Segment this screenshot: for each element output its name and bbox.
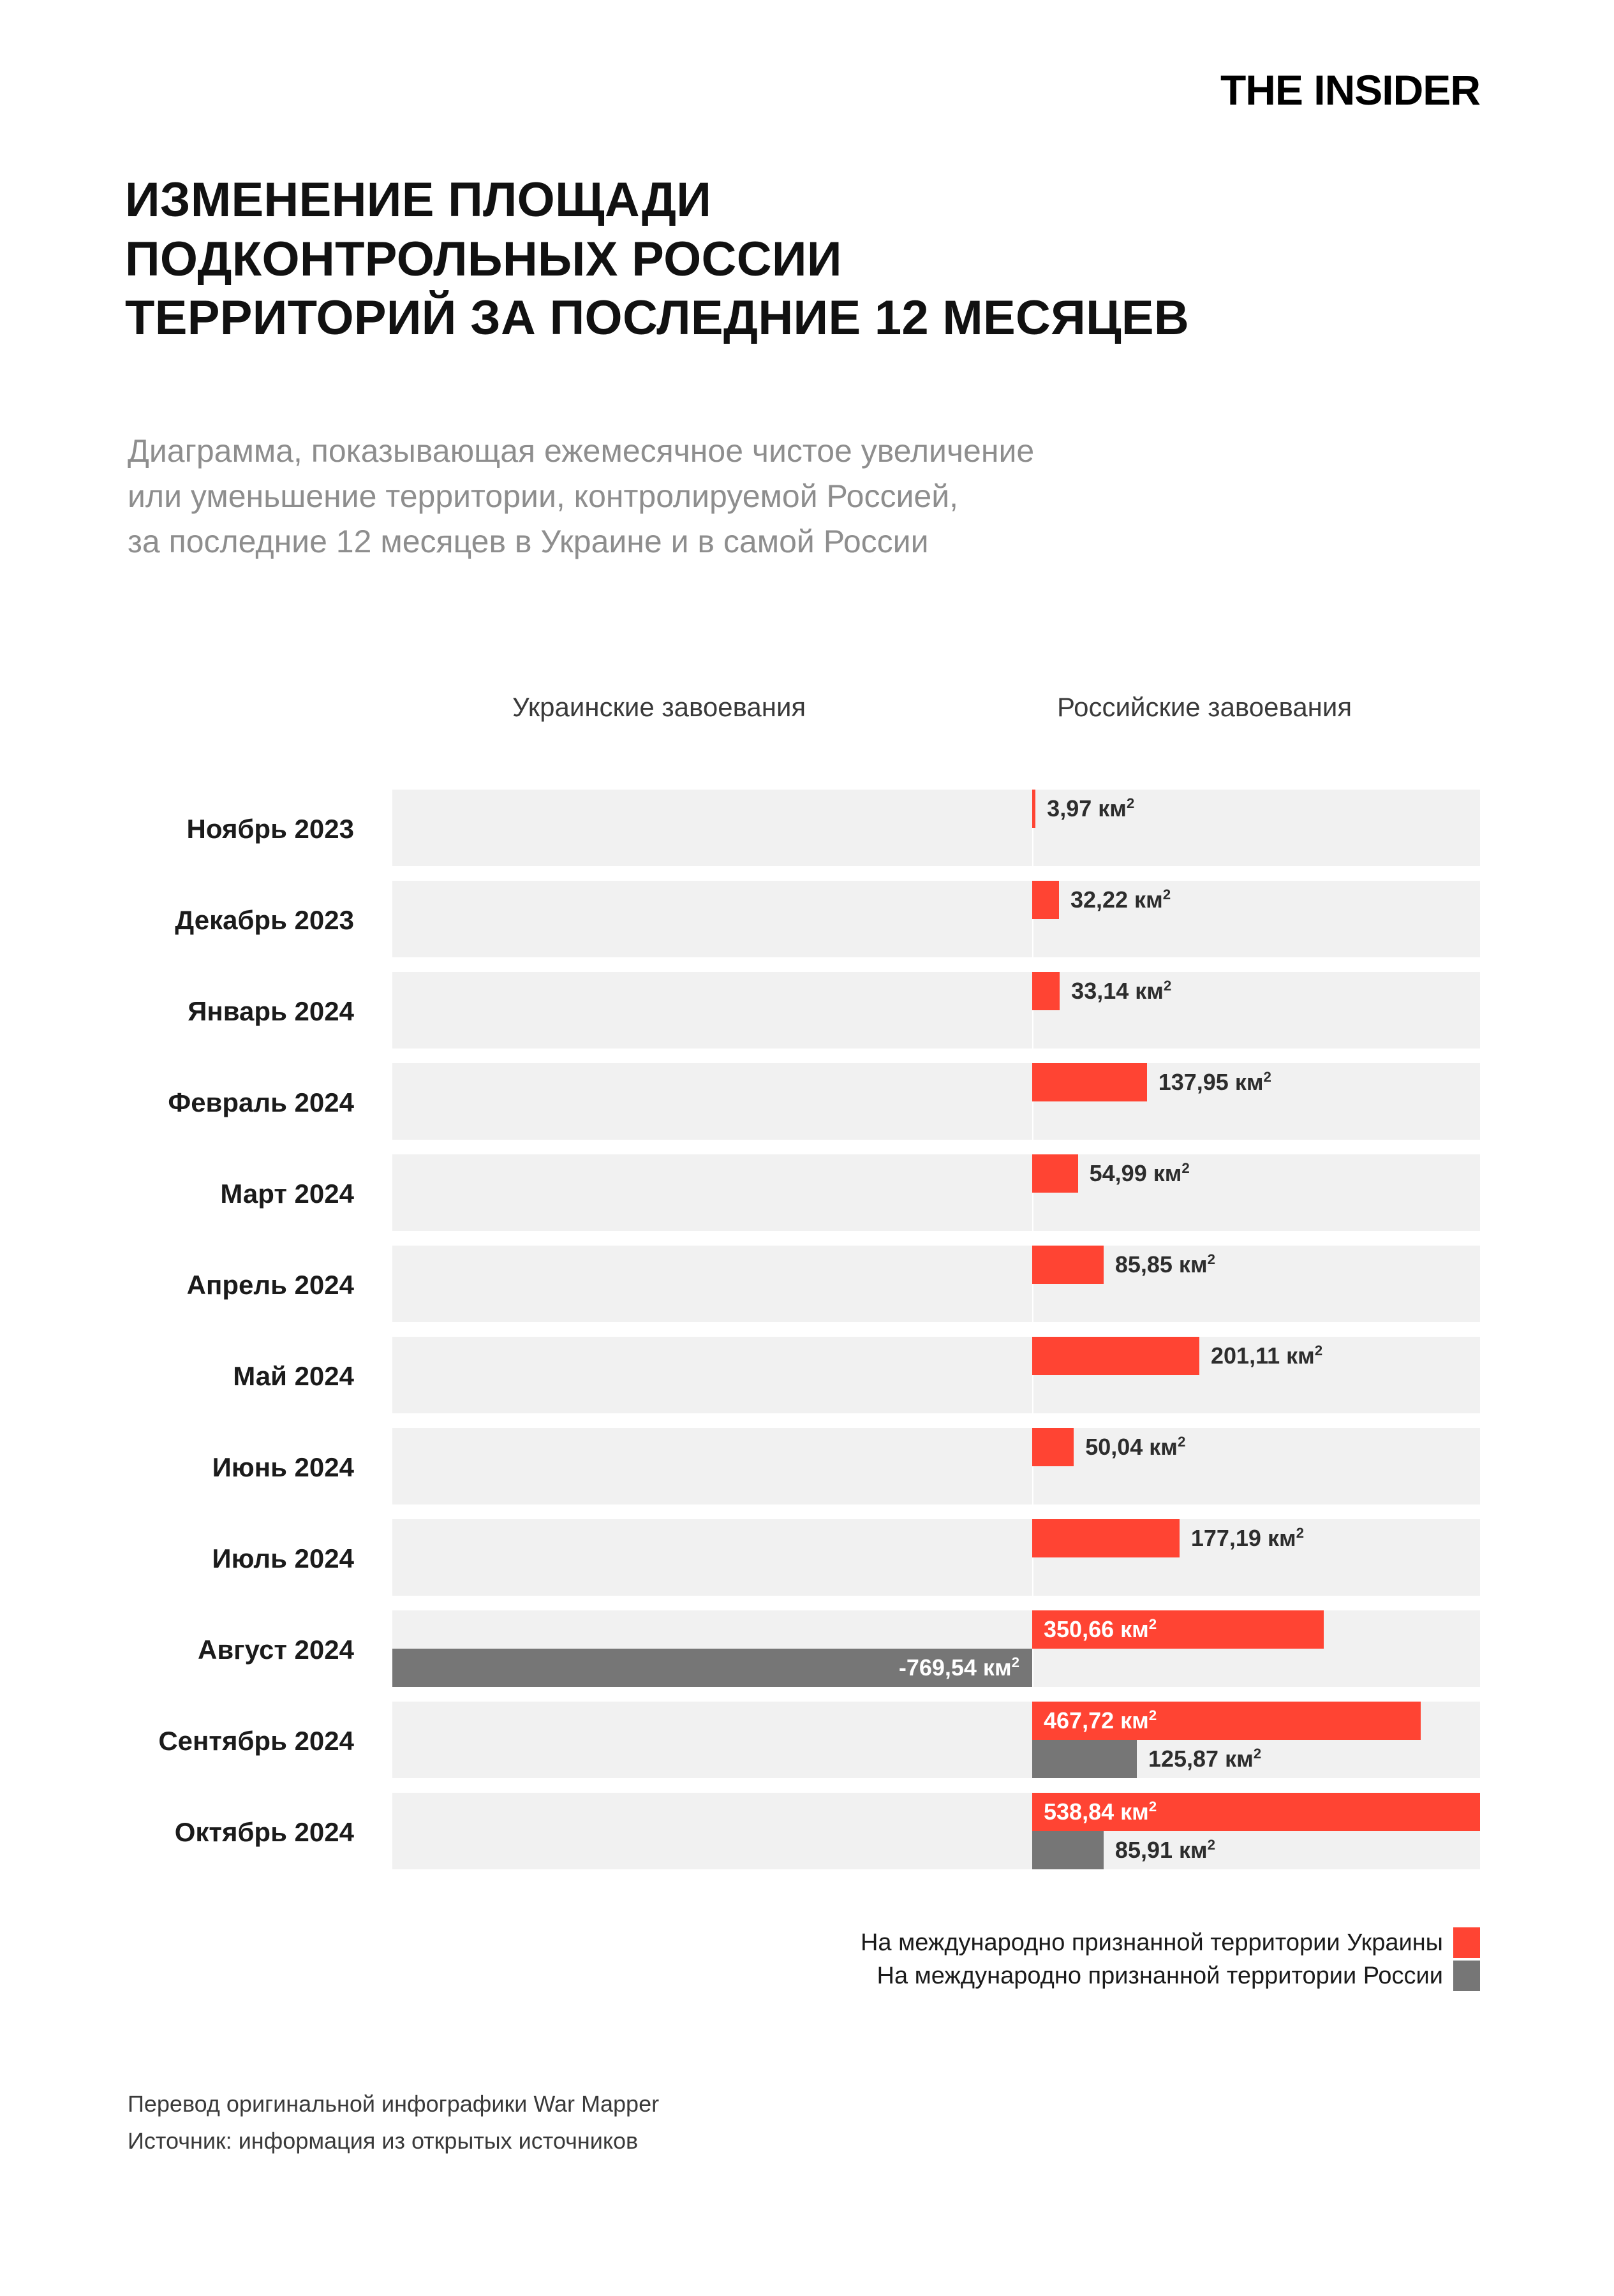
page-title: ИЗМЕНЕНИЕ ПЛОЩАДИ ПОДКОНТРОЛЬНЫХ РОССИИ …	[125, 171, 1516, 348]
bar-value-label-ukraine: 350,66 км2	[1044, 1616, 1157, 1642]
month-label: Июль 2024	[212, 1543, 354, 1573]
page-subtitle: Диаграмма, показывающая ежемесячное чист…	[128, 429, 1531, 564]
table-row: 85,85 км2	[392, 1246, 1480, 1322]
bar-value-label-ukraine: 33,14 км2	[1071, 978, 1172, 1004]
bar-value-label-ukraine: 54,99 км2	[1089, 1160, 1190, 1186]
table-row: 32,22 км2	[392, 881, 1480, 957]
bar-ukraine-territory	[1032, 1793, 1480, 1831]
legend-label-russia: На международно признанной территории Ро…	[877, 1962, 1443, 1989]
bar-ukraine-territory	[1032, 1610, 1324, 1649]
chart-legend: На международно признанной территории Ук…	[587, 1926, 1480, 1992]
bar-value-label-russia: 85,91 км2	[1114, 1837, 1216, 1863]
row-band	[392, 1428, 1480, 1505]
bar-value-label-ukraine: 137,95 км2	[1158, 1069, 1271, 1095]
zero-axis-line	[1032, 1337, 1033, 1413]
bar-ukraine-territory	[1032, 972, 1060, 1010]
month-label: Декабрь 2023	[175, 905, 354, 935]
month-label: Март 2024	[220, 1179, 354, 1209]
month-label: Октябрь 2024	[174, 1817, 354, 1847]
legend-label-ukraine: На международно признанной территории Ук…	[860, 1929, 1443, 1956]
bar-value-label-ukraine: 538,84 км2	[1044, 1799, 1157, 1825]
row-band	[392, 881, 1480, 957]
zero-axis-line	[1032, 790, 1033, 866]
subtitle-line-3: за последние 12 месяцев в Украине и в са…	[128, 524, 929, 559]
subtitle-line-2: или уменьшение территории, контролируемо…	[128, 478, 959, 514]
footer-line-1: Перевод оригинальной инфографики War Map…	[128, 2091, 660, 2117]
bar-russia-territory	[1032, 1740, 1137, 1778]
bar-value-label-ukraine: 50,04 км2	[1085, 1434, 1186, 1460]
zero-axis-line	[1032, 1610, 1033, 1687]
table-row: 201,11 км2	[392, 1337, 1480, 1413]
table-row: 137,95 км2	[392, 1063, 1480, 1140]
table-row: 177,19 км2	[392, 1519, 1480, 1596]
bar-ukraine-territory	[1032, 1063, 1147, 1101]
row-band	[392, 972, 1480, 1049]
bar-value-label-russia: 125,87 км2	[1148, 1746, 1262, 1772]
month-label: Апрель 2024	[186, 1270, 354, 1300]
bar-ukraine-territory	[1032, 1702, 1421, 1740]
zero-axis-line	[1032, 1246, 1033, 1322]
bar-value-label-ukraine: 32,22 км2	[1070, 887, 1171, 913]
table-row: 350,66 км2 -769,54 км2	[392, 1610, 1480, 1687]
title-line-3: ТЕРРИТОРИЙ ЗА ПОСЛЕДНИЕ 12 МЕСЯЦЕВ	[125, 291, 1190, 346]
bar-value-label-ukraine: 85,85 км2	[1114, 1251, 1216, 1277]
zero-axis-line	[1032, 1063, 1033, 1140]
legend-item-ukraine: На международно признанной территории Ук…	[587, 1926, 1480, 1959]
footer-note: Перевод оригинальной инфографики War Map…	[128, 2086, 659, 2159]
bar-ukraine-territory	[1032, 1246, 1104, 1284]
row-band	[392, 1246, 1480, 1322]
table-row: 538,84 км2 85,91 км2	[392, 1793, 1480, 1869]
bar-value-label-russia-negative: -769,54 км2	[898, 1654, 1019, 1681]
zero-axis-line	[1032, 1154, 1033, 1231]
row-band	[392, 1337, 1480, 1413]
bar-ukraine-territory	[1032, 1428, 1074, 1466]
bar-ukraine-territory	[1032, 1154, 1078, 1193]
bar-russia-territory-negative	[392, 1649, 1032, 1687]
table-row: 50,04 км2	[392, 1428, 1480, 1505]
legend-swatch-russia-icon	[1453, 1961, 1480, 1991]
row-band	[392, 1063, 1480, 1140]
legend-item-russia: На международно признанной территории Ро…	[587, 1959, 1480, 1992]
zero-axis-line	[1032, 881, 1033, 957]
title-line-1: ИЗМЕНЕНИЕ ПЛОЩАДИ	[125, 173, 712, 227]
zero-axis-line	[1032, 1428, 1033, 1505]
table-row: 54,99 км2	[392, 1154, 1480, 1231]
table-row: 467,72 км2 125,87 км2	[392, 1702, 1480, 1778]
title-line-2: ПОДКОНТРОЛЬНЫХ РОССИИ	[125, 232, 842, 286]
month-label: Август 2024	[198, 1635, 354, 1665]
month-label: Январь 2024	[188, 996, 354, 1026]
zero-axis-line	[1032, 1519, 1033, 1596]
month-label: Июнь 2024	[212, 1452, 354, 1482]
bar-ukraine-territory	[1032, 1337, 1199, 1375]
month-label: Февраль 2024	[168, 1087, 354, 1117]
row-band	[392, 1154, 1480, 1231]
table-row: 3,97 км2	[392, 790, 1480, 866]
bar-value-label-ukraine: 201,11 км2	[1211, 1343, 1323, 1369]
the-insider-logo: THE INSIDER	[1220, 66, 1481, 114]
bar-value-label-ukraine: 3,97 км2	[1047, 795, 1135, 821]
month-label: Сентябрь 2024	[158, 1726, 354, 1756]
subtitle-line-1: Диаграмма, показывающая ежемесячное чист…	[128, 433, 1035, 469]
bar-ukraine-territory	[1032, 1519, 1180, 1557]
month-label: Май 2024	[233, 1361, 354, 1391]
month-label: Ноябрь 2023	[186, 814, 354, 844]
bar-russia-territory	[1032, 1831, 1104, 1869]
bar-ukraine-territory	[1032, 790, 1036, 828]
bar-value-label-ukraine: 177,19 км2	[1190, 1525, 1305, 1551]
footer-line-2: Источник: информация из открытых источни…	[128, 2127, 639, 2154]
column-header-russian-gains: Российские завоевания	[1057, 692, 1352, 722]
row-band	[392, 1519, 1480, 1596]
column-header-ukrainian-gains: Украинские завоевания	[512, 692, 806, 722]
table-row: 33,14 км2	[392, 972, 1480, 1049]
zero-axis-line	[1032, 972, 1033, 1049]
bar-ukraine-territory	[1032, 881, 1059, 919]
bar-value-label-ukraine: 467,72 км2	[1044, 1707, 1157, 1733]
row-band	[392, 790, 1480, 866]
legend-swatch-ukraine-icon	[1453, 1927, 1480, 1958]
